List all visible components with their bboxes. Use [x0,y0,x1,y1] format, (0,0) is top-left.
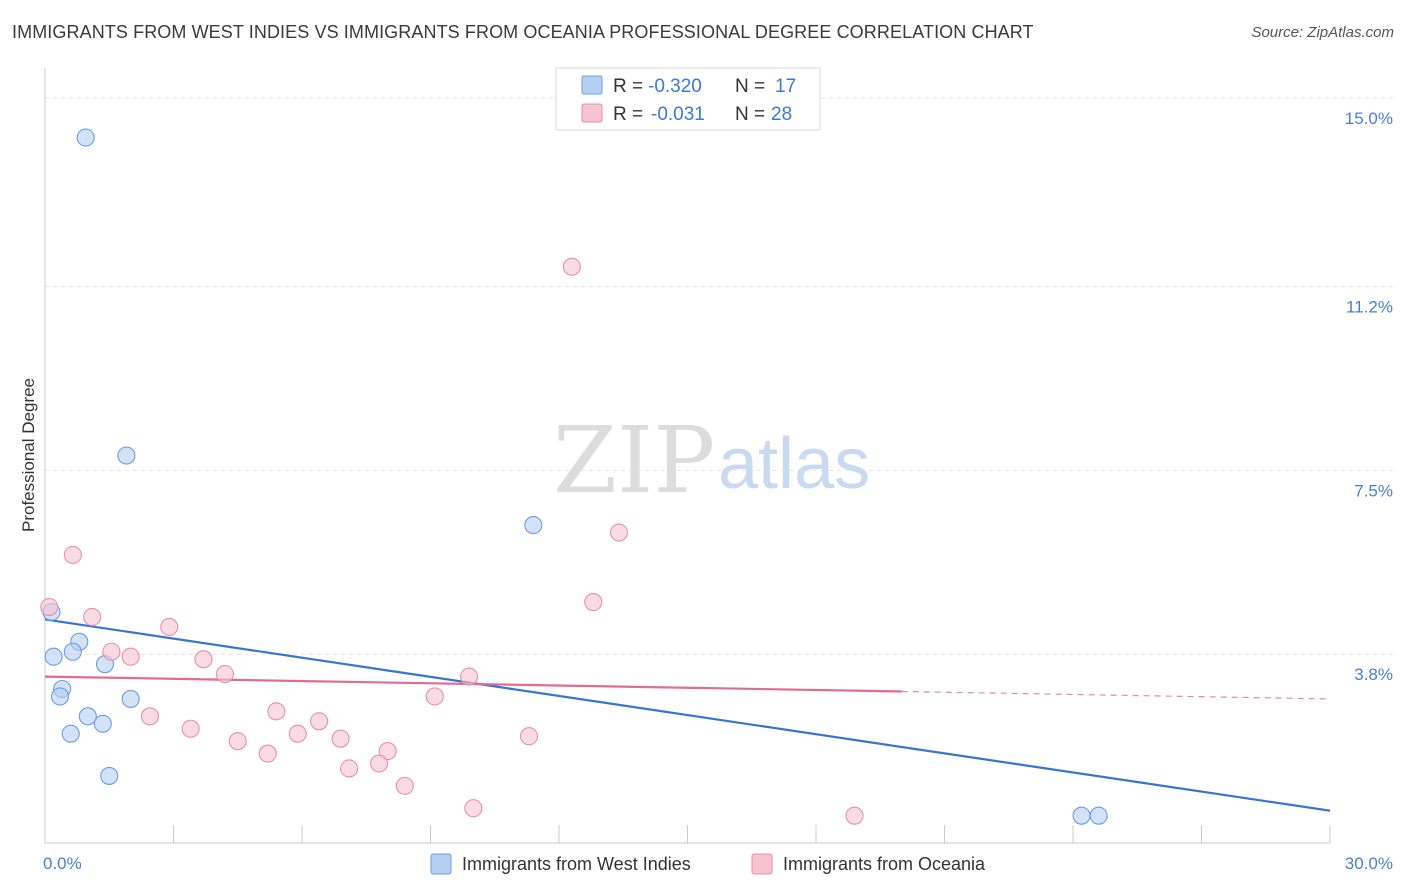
point-west-indies [61,724,80,743]
legend-n-value-west-indies: 17 [775,76,796,97]
legend-r-label: R = [613,76,643,97]
point-west-indies [76,128,95,147]
point-west-indies [100,766,119,785]
point-west-indies [1072,806,1091,825]
x-tick-label: 0.0% [43,854,82,873]
bottom-legend-swatch-oceania [751,853,773,875]
legend-swatch-west-indies [581,75,603,95]
point-oceania [562,257,581,276]
axes [44,68,1331,844]
grid [45,97,1394,655]
point-oceania [228,732,247,751]
legend-r-value-oceania: -0.031 [651,104,705,125]
bottom-legend-label-oceania: Immigrants from Oceania [783,854,986,874]
watermark-zip: ZIP [553,407,715,514]
legend-r-label: R = [613,104,643,125]
y-tick-label: 11.2% [1346,298,1393,317]
point-oceania [288,724,307,743]
point-oceania [519,727,539,746]
legend-n-label: N = [735,76,765,97]
point-oceania [395,776,414,795]
point-oceania [83,607,102,627]
point-oceania [310,712,329,731]
point-west-indies [63,642,82,661]
watermark-atlas: atlas [718,424,870,504]
legend-n-label: N = [735,104,765,125]
point-oceania [425,687,444,706]
legend-n-value-oceania: 28 [771,104,792,125]
point-oceania [160,617,179,636]
point-oceania [459,667,479,686]
legend-swatch-oceania [581,103,603,123]
trend-lines [44,618,1331,812]
legend: R = -0.320 N = 17 R = -0.031 N = 28 [555,67,821,131]
x-tick-labels: 0.0% 30.0% [43,854,1393,873]
point-oceania [121,647,140,666]
point-oceania [194,650,213,669]
point-oceania [63,545,82,564]
point-west-indies [93,714,112,733]
point-oceania [40,597,59,617]
y-tick-label: 7.5% [1354,481,1393,500]
point-west-indies [121,689,140,708]
point-west-indies [50,687,70,706]
x-tick-label: 30.0% [1345,854,1393,873]
trend-line-extension-oceania [901,690,1331,700]
trend-line-west-indies [44,618,1331,812]
point-west-indies [1089,806,1108,825]
point-oceania [267,702,286,721]
point-oceania [181,719,200,738]
point-oceania [331,729,350,748]
data-points [40,128,1108,825]
point-oceania [609,523,629,542]
bottom-legend: Immigrants from West Indies Immigrants f… [430,853,986,875]
source-credit: Source: ZipAtlas.com [1251,24,1394,41]
y-tick-labels: 3.8% 7.5% 11.2% 15.0% [1345,109,1393,684]
point-oceania [584,593,603,612]
point-oceania [102,642,121,661]
point-oceania [370,754,389,773]
y-tick-label: 3.8% [1354,665,1393,684]
point-oceania [464,799,483,818]
y-axis-label: Professional Degree [19,378,38,532]
y-tick-label: 15.0% [1345,109,1393,128]
legend-r-value-west-indies: -0.320 [648,76,702,97]
point-oceania [340,759,359,778]
point-west-indies [117,446,136,465]
point-oceania [140,707,159,726]
point-oceania [215,665,234,684]
point-west-indies [524,516,543,535]
point-oceania [378,742,397,761]
bottom-legend-swatch-west-indies [430,853,452,875]
bottom-legend-label-west-indies: Immigrants from West Indies [462,854,691,874]
point-west-indies [78,707,97,726]
point-west-indies [44,647,63,666]
point-oceania [258,744,277,763]
point-oceania [845,806,864,825]
chart-title: IMMIGRANTS FROM WEST INDIES VS IMMIGRANT… [12,22,1034,42]
